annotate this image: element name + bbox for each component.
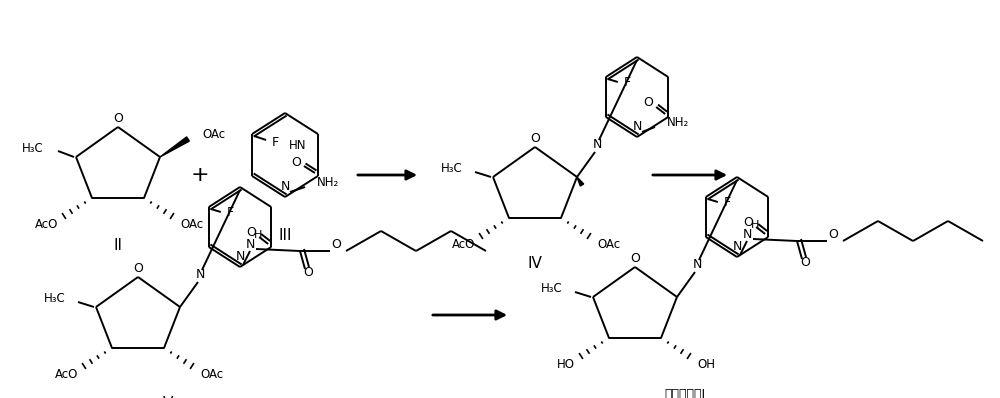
Text: H₃C: H₃C	[541, 283, 563, 295]
Text: AcO: AcO	[452, 238, 475, 250]
Text: F: F	[624, 76, 631, 90]
Text: HO: HO	[557, 357, 575, 371]
Text: O: O	[291, 156, 301, 168]
Text: V: V	[163, 396, 173, 398]
Text: F: F	[272, 135, 279, 148]
Text: F: F	[227, 207, 234, 220]
Text: O: O	[643, 96, 653, 109]
Text: OAc: OAc	[200, 367, 223, 380]
Text: N: N	[245, 238, 255, 252]
Text: H₃C: H₃C	[44, 293, 66, 306]
Text: AcO: AcO	[35, 217, 58, 230]
Text: N: N	[742, 228, 752, 242]
Text: AcO: AcO	[55, 367, 78, 380]
Text: N: N	[592, 137, 602, 150]
Text: O: O	[800, 256, 810, 269]
Text: O: O	[246, 226, 256, 240]
Text: O: O	[113, 113, 123, 125]
Polygon shape	[160, 137, 189, 157]
Polygon shape	[577, 177, 584, 186]
Text: O: O	[303, 267, 313, 279]
Text: OAc: OAc	[180, 217, 203, 230]
Text: H: H	[254, 230, 262, 240]
Text: 卡培他滨，I: 卡培他滨，I	[664, 388, 706, 398]
Text: NH₂: NH₂	[317, 176, 339, 189]
Text: H: H	[751, 220, 759, 230]
Text: OH: OH	[697, 357, 715, 371]
Text: II: II	[114, 238, 122, 252]
Text: OAc: OAc	[597, 238, 620, 250]
Text: N: N	[195, 267, 205, 281]
Text: O: O	[530, 133, 540, 146]
Text: N: N	[280, 181, 290, 193]
Text: +: +	[191, 165, 209, 185]
Text: HN: HN	[288, 140, 306, 152]
Text: H₃C: H₃C	[441, 162, 463, 176]
Text: OAc: OAc	[202, 129, 225, 142]
Text: O: O	[743, 217, 753, 230]
Text: O: O	[630, 252, 640, 265]
Text: O: O	[331, 238, 341, 252]
Text: N: N	[235, 250, 245, 263]
Text: III: III	[278, 228, 292, 242]
Text: O: O	[828, 228, 838, 242]
Text: IV: IV	[528, 256, 542, 271]
Text: NH₂: NH₂	[667, 117, 689, 129]
Text: F: F	[724, 197, 731, 209]
Text: N: N	[732, 240, 742, 254]
Text: O: O	[133, 263, 143, 275]
Text: H₃C: H₃C	[22, 142, 44, 156]
Text: N: N	[632, 121, 642, 133]
Text: N: N	[692, 258, 702, 271]
